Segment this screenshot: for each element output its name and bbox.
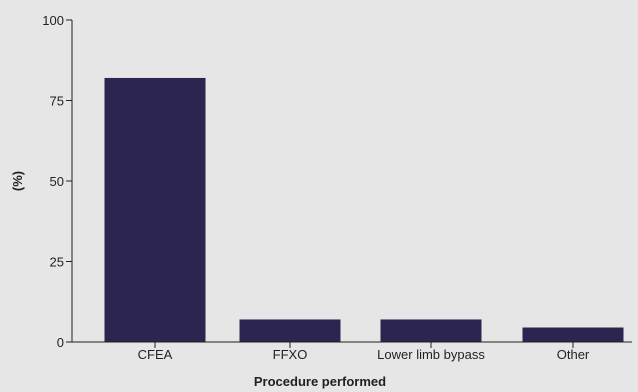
- y-tick-label: 75: [50, 94, 64, 109]
- x-ticks: CFEA FFXO Lower limb bypass Other: [138, 342, 590, 362]
- x-tick-label: FFXO: [273, 347, 308, 362]
- bar-lower-limb-bypass: [380, 319, 482, 342]
- bar-cfea: [104, 77, 206, 343]
- bars-layer: [104, 77, 624, 343]
- y-axis-title: (%): [10, 171, 25, 191]
- y-tick-label: 25: [50, 255, 64, 270]
- y-tick-label: 50: [50, 174, 64, 189]
- bar-other: [522, 327, 624, 342]
- bar-ffxo: [239, 319, 341, 342]
- x-tick-label: Other: [557, 347, 590, 362]
- x-tick-label: Lower limb bypass: [377, 347, 485, 362]
- x-axis-title: Procedure performed: [254, 374, 386, 389]
- y-tick-label: 100: [42, 13, 64, 28]
- y-ticks: 0 25 50 75 100: [42, 13, 72, 350]
- y-tick-label: 0: [57, 335, 64, 350]
- x-tick-label: CFEA: [138, 347, 173, 362]
